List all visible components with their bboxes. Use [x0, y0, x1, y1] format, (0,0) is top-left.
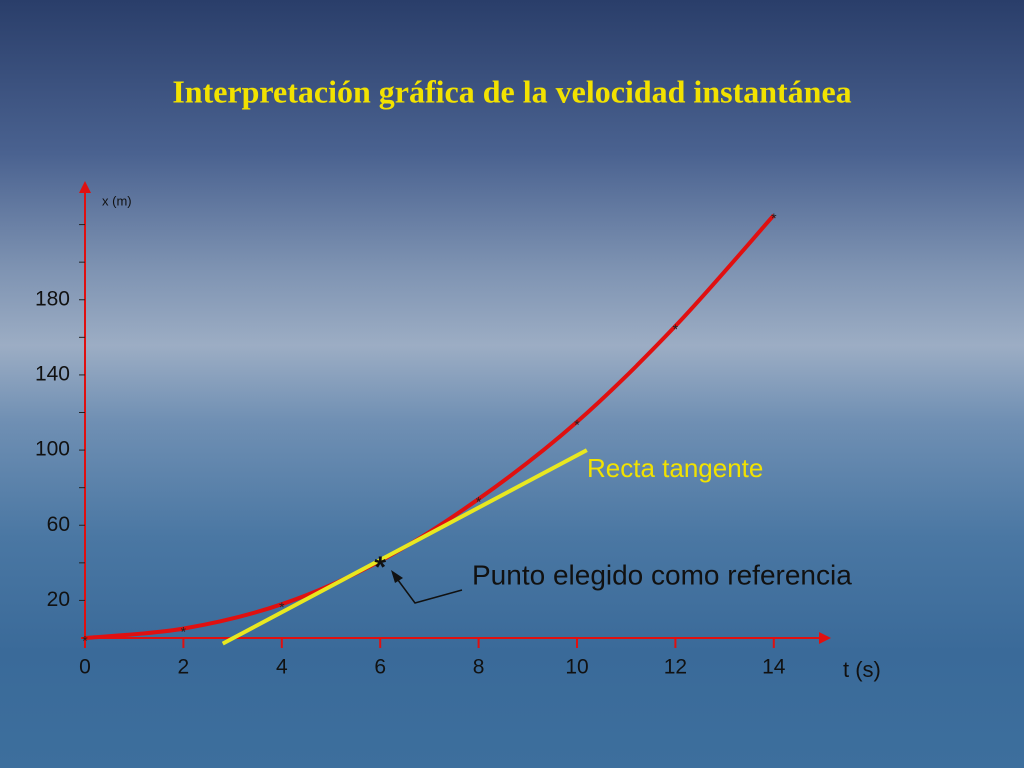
annotation: Punto elegido como referencia [472, 559, 852, 590]
y-axis-label: x (m) [102, 193, 132, 208]
y-tick-label: 20 [47, 588, 70, 611]
y-tick-label: 100 [35, 438, 70, 461]
annotation-arrow [394, 575, 463, 604]
annotation: Recta tangente [587, 453, 763, 483]
reference-point: * [374, 551, 386, 584]
y-axis-arrow [79, 181, 91, 193]
x-axis-label: t (s) [843, 657, 881, 682]
x-axis-arrow [819, 632, 831, 644]
data-point: * [82, 633, 88, 649]
x-tick-label: 10 [565, 656, 588, 679]
x-tick-label: 0 [79, 656, 91, 679]
tangent-line [221, 448, 588, 646]
arrow-head [391, 570, 403, 583]
y-tick-label: 140 [35, 362, 70, 385]
x-tick-label: 14 [762, 656, 786, 679]
x-tick-label: 12 [664, 656, 687, 679]
data-point: * [476, 494, 482, 510]
data-point: * [279, 599, 285, 615]
data-point: * [771, 210, 777, 226]
x-tick-label: 6 [374, 656, 386, 679]
curve [84, 213, 776, 640]
x-tick-label: 4 [276, 656, 288, 679]
x-tick-label: 8 [473, 656, 485, 679]
data-point: * [673, 321, 679, 337]
x-tick-label: 2 [178, 656, 190, 679]
data-point: * [574, 417, 580, 433]
y-tick-label: 180 [35, 287, 70, 310]
chart-title: Interpretación gráfica de la velocidad i… [172, 73, 851, 109]
y-tick-label: 60 [47, 513, 70, 536]
data-point: * [377, 556, 383, 572]
data-point: * [181, 623, 187, 639]
